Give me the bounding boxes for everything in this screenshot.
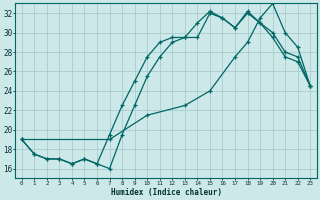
X-axis label: Humidex (Indice chaleur): Humidex (Indice chaleur) bbox=[110, 188, 221, 197]
